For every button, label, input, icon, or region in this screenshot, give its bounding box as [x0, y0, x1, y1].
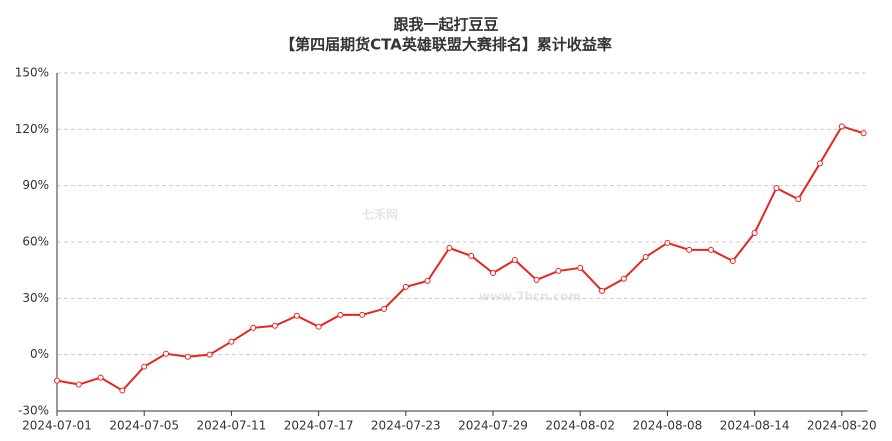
point: [599, 287, 605, 294]
watermark-url: www.7hcn.com: [479, 290, 581, 304]
x-tick-label: 2024-07-23: [371, 419, 441, 433]
point: [620, 275, 627, 282]
point: [860, 130, 867, 137]
point: [163, 350, 169, 357]
point: [75, 381, 82, 388]
point: [359, 311, 366, 318]
point: [577, 264, 584, 271]
x-tick-label: 2024-08-14: [720, 419, 790, 433]
point: [141, 363, 148, 370]
point: [446, 245, 453, 252]
chart-subtitle: 【第四届期货CTA英雄联盟大赛排名】累计收益率: [280, 36, 612, 54]
point: [490, 269, 496, 276]
x-tick-label: 2024-08-08: [633, 419, 703, 433]
point: [381, 305, 387, 312]
point: [642, 254, 649, 261]
point: [119, 387, 126, 394]
y-tick-label: -30%: [18, 404, 49, 418]
point: [686, 246, 693, 253]
point: [708, 246, 714, 253]
point: [533, 276, 540, 283]
point: [250, 324, 257, 331]
point: [337, 311, 344, 318]
x-tick-label: 2024-08-02: [545, 419, 615, 433]
point: [555, 267, 562, 274]
x-tick-label: 2024-07-17: [284, 419, 354, 433]
x-tick-label: 2024-07-29: [458, 419, 528, 433]
point: [773, 185, 780, 192]
y-tick-label: 90%: [22, 178, 49, 192]
point: [424, 277, 431, 284]
chart-title: 跟我一起打豆豆: [393, 16, 498, 34]
point: [468, 252, 475, 259]
y-tick-label: 0%: [30, 347, 49, 361]
point: [228, 338, 235, 345]
point: [664, 239, 671, 246]
point: [795, 196, 802, 203]
point: [54, 377, 60, 384]
watermark-brand: 七禾网: [362, 208, 398, 222]
point: [184, 353, 191, 360]
point: [817, 160, 823, 167]
point: [97, 374, 104, 381]
y-tick-label: 60%: [22, 235, 49, 249]
y-tick-label: 120%: [15, 122, 49, 136]
line: [56, 125, 864, 392]
point: [315, 323, 322, 330]
point: [402, 283, 409, 290]
point: [511, 257, 518, 264]
point: [838, 123, 845, 130]
point: [751, 229, 758, 236]
x-tick-label: 2024-07-05: [109, 419, 179, 433]
y-tick-label: 150%: [15, 66, 49, 80]
point: [293, 312, 300, 319]
x-tick-label: 2024-07-11: [197, 419, 267, 433]
point: [272, 322, 278, 329]
x-tick-label: 2024-07-01: [22, 419, 92, 433]
point: [206, 351, 213, 358]
y-tick-label: 30%: [22, 291, 49, 305]
x-tick-label: 2024-08-20: [807, 419, 877, 433]
point: [729, 257, 736, 264]
